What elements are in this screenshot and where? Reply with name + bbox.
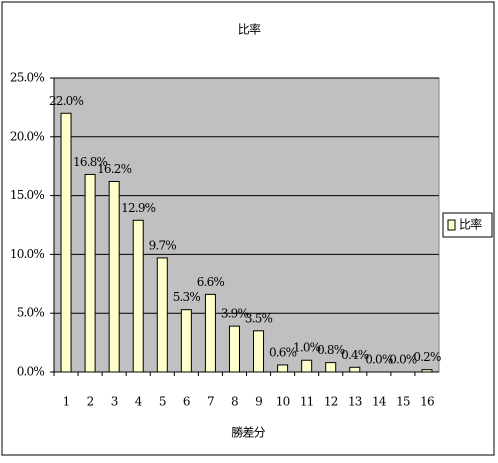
x-tick-label: 7 [207, 395, 214, 409]
value-label: 16.8% [73, 155, 108, 169]
bar [301, 359, 313, 373]
value-label: 3.5% [245, 311, 273, 325]
x-tick-label: 2 [87, 395, 94, 409]
value-label: 0.0% [365, 353, 393, 367]
value-label: 9.7% [149, 238, 177, 252]
x-tick-label: 8 [231, 395, 238, 409]
value-label: 0.0% [389, 353, 417, 367]
bar [156, 257, 168, 373]
x-axis-label: 勝差分 [231, 425, 265, 440]
x-tick-label: 10 [276, 395, 290, 409]
y-tick-label: 25.0% [10, 71, 45, 85]
value-label: 0.6% [269, 345, 297, 359]
x-tick-label: 1 [63, 395, 70, 409]
bar [421, 369, 433, 373]
x-tick-label: 14 [372, 395, 387, 409]
bar [84, 173, 96, 373]
x-tick-label: 4 [135, 395, 143, 409]
y-tick-label: 0.0% [17, 365, 45, 379]
x-tick-label: 12 [324, 395, 338, 409]
y-tick-label: 15.0% [10, 188, 45, 202]
bar [108, 180, 120, 373]
bar [60, 112, 72, 373]
value-label: 16.2% [97, 162, 132, 176]
value-label: 3.9% [221, 307, 249, 321]
y-tick-label: 5.0% [17, 306, 45, 320]
x-tick-label: 6 [183, 395, 190, 409]
bar [204, 293, 216, 373]
x-tick-label: 11 [300, 395, 314, 409]
value-label: 6.6% [197, 275, 225, 289]
x-tick-label: 9 [255, 395, 262, 409]
x-tick-label: 13 [348, 395, 362, 409]
value-label: 0.4% [341, 348, 369, 362]
value-label: 1.0% [293, 341, 321, 355]
y-tick-label: 10.0% [10, 247, 45, 261]
x-tick-label: 15 [396, 395, 410, 409]
bar [349, 366, 361, 373]
bar [277, 364, 289, 373]
legend-label: 比率 [459, 217, 482, 232]
x-tick-label: 16 [420, 395, 434, 409]
bar [132, 219, 144, 373]
y-tick-label: 20.0% [10, 129, 45, 143]
bar [253, 330, 265, 373]
x-tick-label: 3 [111, 395, 118, 409]
value-label: 0.8% [317, 343, 345, 357]
value-label: 12.9% [121, 201, 156, 215]
x-tick-label: 5 [159, 395, 166, 409]
value-label: 0.2% [413, 350, 441, 364]
value-label: 5.3% [173, 290, 201, 304]
legend-swatch [447, 219, 456, 231]
bar [228, 325, 240, 373]
value-label: 22.0% [49, 94, 84, 108]
bar [180, 309, 192, 373]
chart-title: 比率 [238, 22, 261, 37]
bar [325, 362, 337, 373]
